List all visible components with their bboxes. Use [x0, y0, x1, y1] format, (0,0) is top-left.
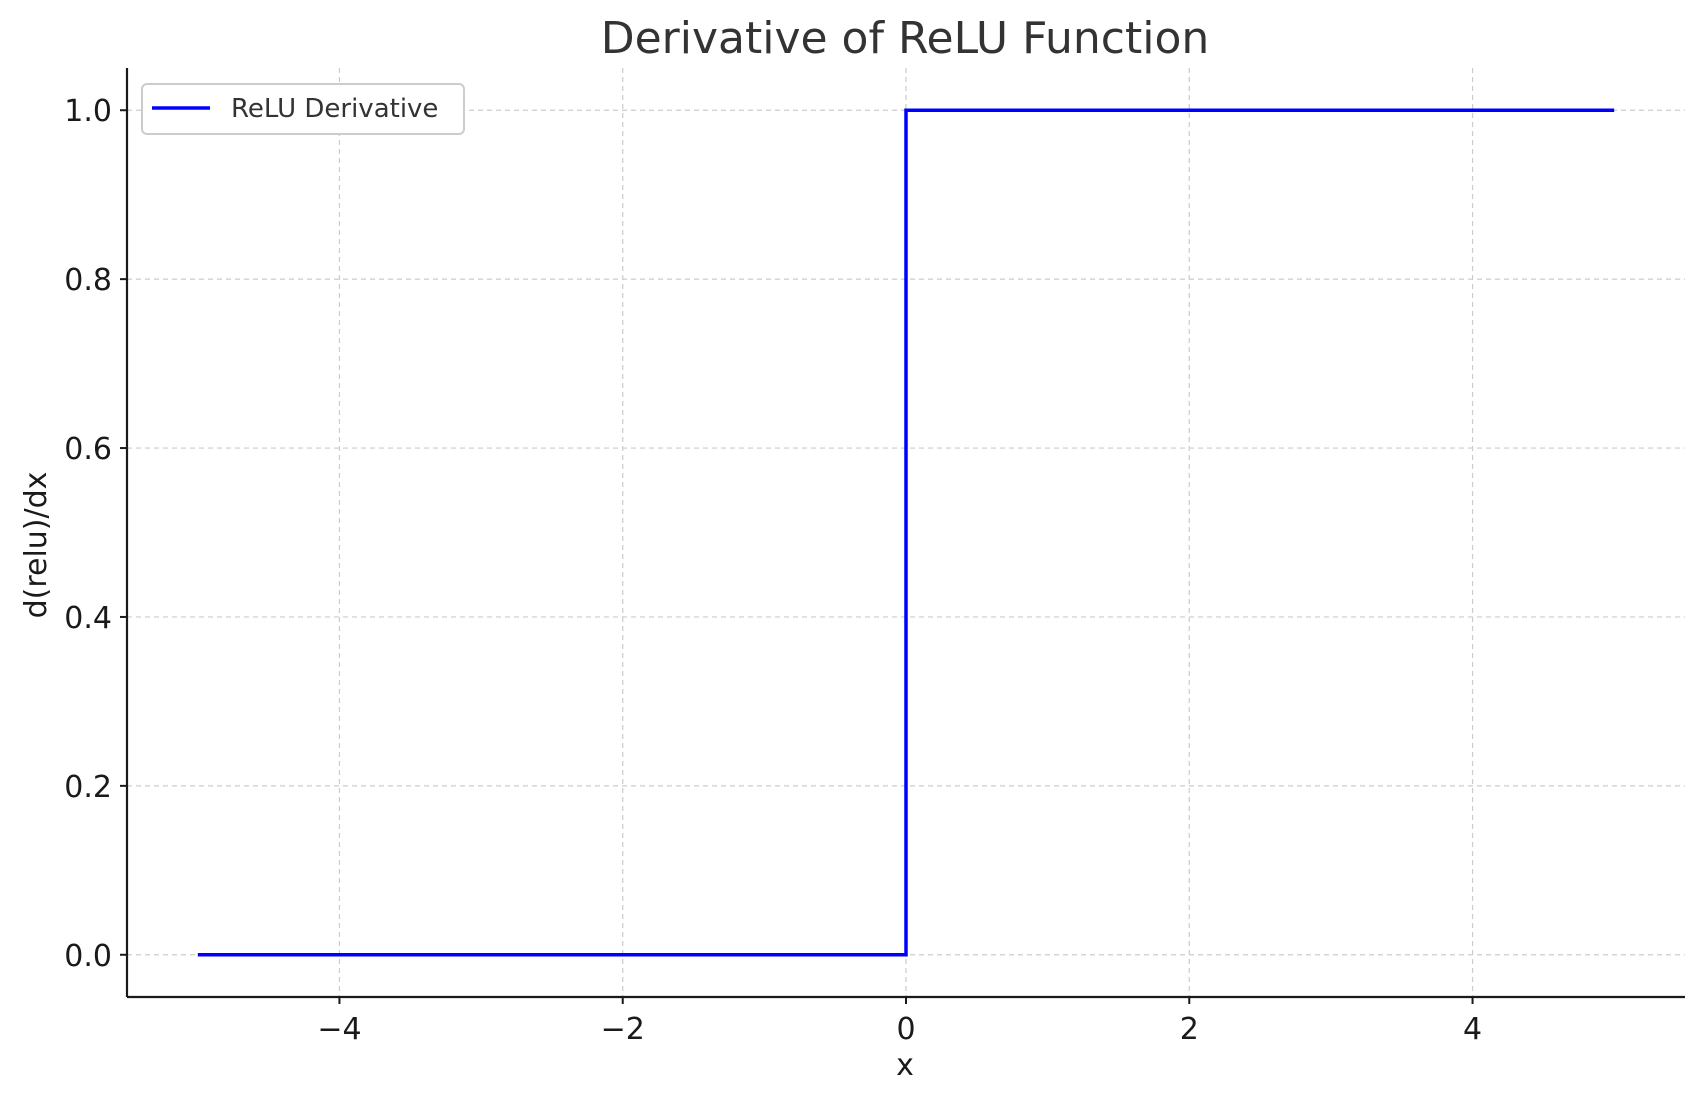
- chart-title: Derivative of ReLU Function: [601, 13, 1210, 64]
- legend-label: ReLU Derivative: [231, 94, 438, 124]
- x-tick-label: −4: [317, 1012, 361, 1047]
- tick-labels: −4 −2 0 2 4 0.0 0.2 0.4 0.6 0.8 1.0: [64, 94, 1482, 1047]
- y-tick-label: 0.6: [64, 432, 112, 467]
- y-tick-label: 1.0: [64, 94, 112, 129]
- x-axis-label: x: [896, 1048, 914, 1083]
- x-tick-label: −2: [601, 1012, 645, 1047]
- legend: ReLU Derivative: [141, 83, 465, 135]
- y-tick-label: 0.0: [64, 939, 112, 974]
- series-line-relu-derivative: [197, 108, 1615, 957]
- x-tick-label: 2: [1180, 1012, 1199, 1047]
- y-axis-label: d(relu)/dx: [19, 472, 54, 619]
- y-tick-label: 0.4: [64, 601, 112, 636]
- series-layer: [197, 108, 1615, 957]
- x-tick-label: 4: [1463, 1012, 1482, 1047]
- legend-box: [141, 83, 465, 135]
- y-tick-label: 0.2: [64, 770, 112, 805]
- y-tick-label: 0.8: [64, 263, 112, 298]
- x-tick-label: 0: [896, 1012, 915, 1047]
